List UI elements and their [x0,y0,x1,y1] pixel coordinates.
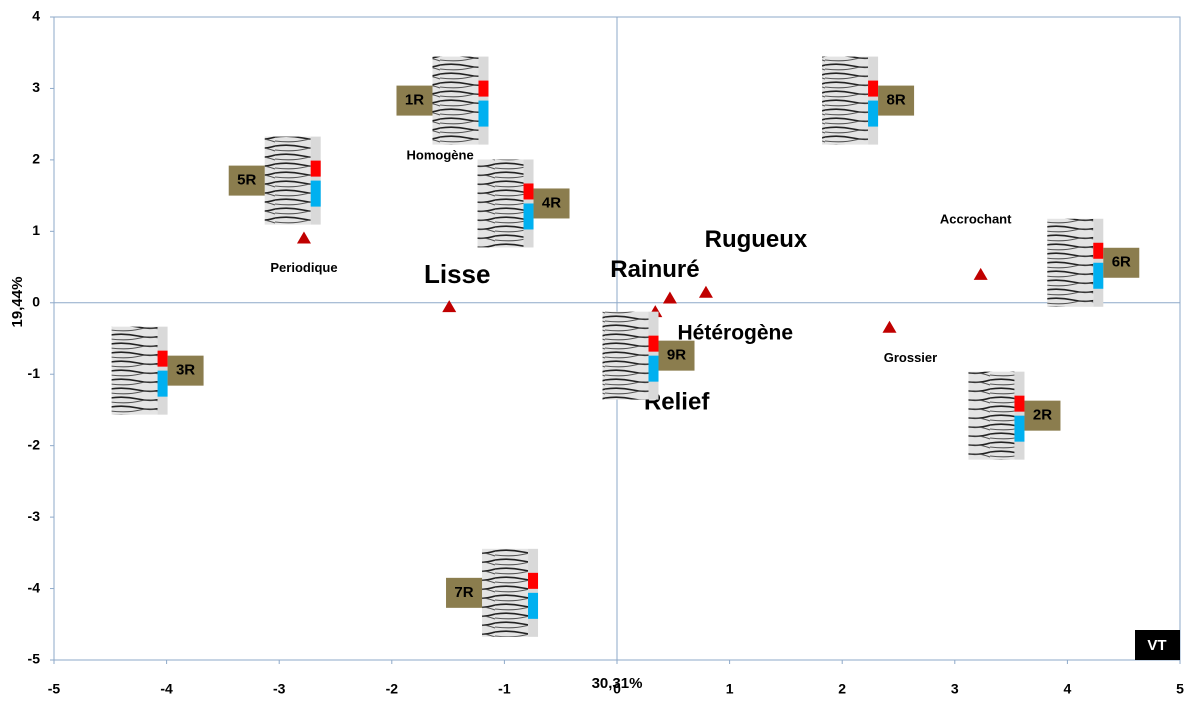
x-axis-title: 30,31% [592,675,643,692]
sample: 2R [968,371,1061,460]
sample: 4R [477,159,570,248]
strip-red [157,350,168,367]
strip-blue [868,100,879,127]
corner-box [1135,630,1180,660]
triangle-point [973,267,988,280]
x-tick-label: -5 [48,681,61,697]
strip-blue [523,203,534,230]
sample-label-box [878,85,915,116]
x-tick-label: -1 [498,681,511,697]
triangle-point [442,300,457,313]
triangle-point [296,231,311,244]
strip-red [648,335,659,352]
y-tick-label: 2 [32,151,40,167]
y-tick-label: 1 [32,222,40,238]
sample: 8R [822,56,915,145]
sample-label: 6R [1112,254,1131,271]
strip-blue [310,180,321,207]
strip-red [523,183,534,200]
strip-red [310,160,321,177]
sample: 5R [228,136,321,225]
strip-red [868,80,879,97]
corner-label: VT [1147,637,1166,654]
triangle-point [698,285,713,298]
sample: 9R [602,311,695,400]
strip-blue [648,355,659,382]
sample-texture [822,56,869,145]
sample-label: 4R [542,194,561,211]
y-tick-label: -4 [28,579,41,595]
sample-label-box [1024,400,1061,431]
sample-label-box [446,577,483,608]
sample-texture [264,136,311,225]
sample-label: 3R [176,362,195,379]
x-tick-label: 2 [838,681,846,697]
point-label: Periodique [270,260,337,275]
strip-blue [528,592,539,619]
x-tick-label: 5 [1176,681,1184,697]
strip-blue [1093,262,1104,289]
sample-label-box [533,188,570,219]
x-tick-label: 4 [1064,681,1072,697]
sample: 7R [446,548,539,637]
point-label: Rugueux [705,226,808,253]
sample-label-box [658,340,695,371]
point-label: Hétérogène [678,322,794,345]
triangle-point [882,320,897,333]
x-tick-label: -2 [386,681,399,697]
sample-label-box [167,355,204,386]
sample: 3R [111,326,204,415]
strip-blue [478,100,489,127]
point-label: Rainuré [610,256,699,283]
sample: 1R [396,56,489,145]
y-axis-title: 19,44% [9,277,26,328]
x-tick-label: 1 [726,681,734,697]
y-tick-label: 4 [32,8,40,24]
sample-texture [432,56,479,145]
sample-label: 8R [886,92,905,109]
sample-label: 2R [1033,407,1052,424]
strip-blue [157,370,168,397]
triangle-point [662,291,677,304]
sample-label: 7R [454,584,473,601]
strip-red [478,80,489,97]
sample-texture [482,548,529,637]
strip-red [1014,395,1025,412]
strip-red [528,572,539,589]
sample-texture [477,159,524,248]
point-label: Lisse [424,259,491,289]
y-tick-label: -1 [28,365,41,381]
sample-label-box [396,85,433,116]
sample-label: 1R [405,92,424,109]
y-tick-label: -2 [28,436,41,452]
sample-label: 5R [237,172,256,189]
sample-label: 9R [667,347,686,364]
sample-texture [968,371,1015,460]
x-tick-label: 0 [613,681,621,697]
strip-red [1093,242,1104,259]
y-tick-label: 3 [32,79,40,95]
sample-texture [111,326,158,415]
point-label: Accrochant [940,211,1012,226]
y-tick-label: -3 [28,508,41,524]
sample-label-box [228,165,265,196]
sample-texture [602,311,649,400]
x-tick-label: -4 [160,681,173,697]
sample: 6R [1047,218,1140,307]
y-tick-label: -5 [28,651,41,667]
point-label: Homogène [407,147,474,162]
strip-blue [1014,415,1025,442]
point-label: Grossier [884,350,937,365]
x-tick-label: -3 [273,681,286,697]
sample-label-box [1103,247,1140,278]
sample-texture [1047,218,1094,307]
x-tick-label: 3 [951,681,959,697]
y-tick-label: 0 [32,293,40,309]
